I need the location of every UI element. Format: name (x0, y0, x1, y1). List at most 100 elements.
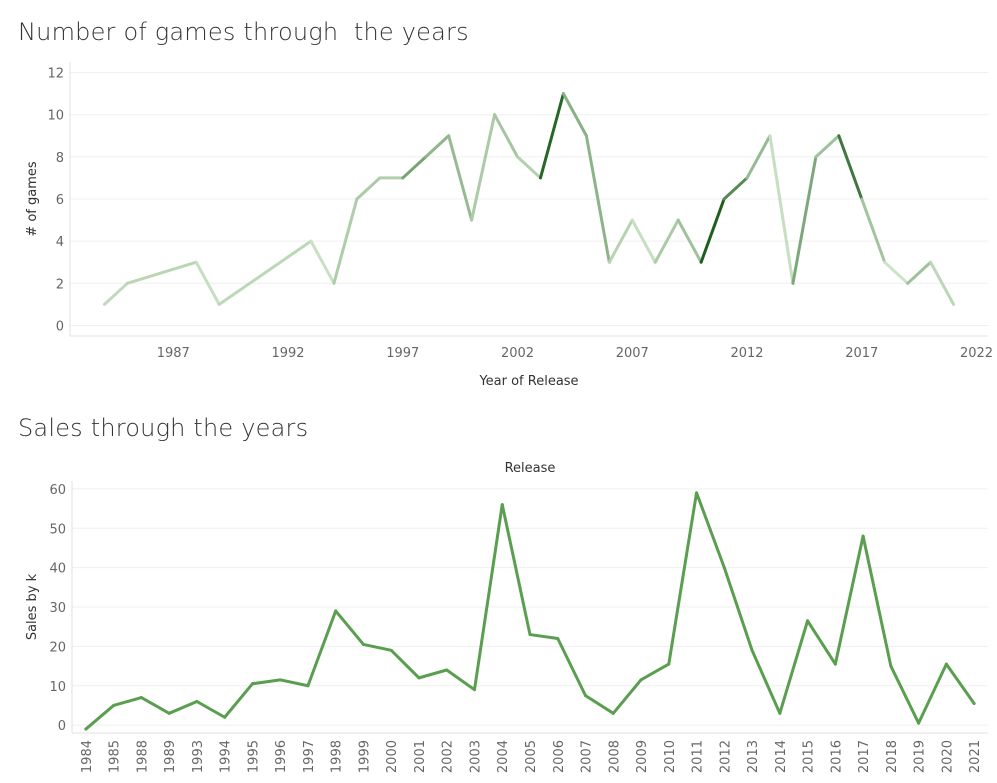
data-point (334, 609, 338, 613)
x-tick-label: 2001 (413, 740, 428, 773)
line-segment (309, 239, 336, 285)
line-segment (906, 260, 933, 285)
data-point (417, 676, 421, 680)
x-tick-label: 2015 (802, 740, 817, 773)
x-tick-label: 2017 (857, 740, 872, 773)
line-segment (332, 197, 359, 285)
line-segment (722, 176, 749, 201)
y-tick-label: 60 (49, 483, 66, 498)
data-point (445, 668, 449, 672)
x-tick-label: 2007 (580, 740, 595, 773)
x-tick-label: 1992 (271, 346, 304, 361)
data-point (667, 662, 671, 666)
data-point (806, 619, 810, 623)
line-segment (538, 92, 565, 180)
x-tick-label: 2004 (496, 740, 511, 773)
data-point (750, 648, 754, 652)
y-tick-label: 40 (49, 562, 66, 577)
data-point (528, 633, 532, 637)
line-segment (584, 134, 611, 264)
x-tick-label: 1995 (246, 740, 261, 773)
line-segment (929, 260, 956, 306)
y-tick-label: 4 (56, 235, 64, 250)
y-tick-label: 30 (49, 601, 66, 616)
line-segment (447, 134, 474, 222)
x-tick-label: 2003 (468, 740, 483, 773)
line-segment (470, 113, 497, 222)
line-segment (493, 113, 520, 159)
x-tick-label: 2020 (940, 740, 955, 773)
x-tick-label: 2014 (774, 740, 789, 773)
data-point (944, 662, 948, 666)
data-point (889, 664, 893, 668)
x-tick-label: 1985 (108, 740, 123, 773)
data-point (584, 694, 588, 698)
x-tick-label: 1998 (330, 740, 345, 773)
data-point (556, 637, 560, 640)
line-segment (791, 155, 818, 285)
x-tick-label: 2000 (385, 740, 400, 773)
y-axis-label: Sales by k (25, 573, 40, 640)
data-point (917, 721, 921, 725)
x-tick-label: 2010 (663, 740, 678, 773)
x-tick-label: 1997 (386, 346, 419, 361)
x-tick-label: 2013 (746, 740, 761, 773)
x-tick-label: 1987 (157, 346, 190, 361)
line-segment (676, 218, 703, 264)
x-tick-label: 1997 (302, 740, 317, 773)
line-segment (745, 134, 772, 180)
data-point (639, 678, 643, 682)
x-tick-label: 1999 (357, 740, 372, 773)
chart-2-title: Sales through the years (18, 414, 309, 442)
line-segment (194, 260, 221, 306)
line-segment (516, 155, 542, 180)
x-tick-label: 1993 (191, 740, 206, 773)
data-point (722, 566, 726, 570)
x-tick-label: 2012 (718, 740, 733, 773)
data-point (139, 696, 143, 700)
x-tick-label: 2017 (845, 346, 878, 361)
data-point (278, 678, 282, 682)
y-tick-label: 0 (58, 719, 66, 734)
column-header: Release (505, 461, 556, 476)
x-tick-label: 2002 (501, 346, 534, 361)
x-tick-label: 1989 (163, 740, 178, 773)
data-point (195, 700, 199, 703)
y-axis-label: # of games (25, 161, 40, 237)
line-segment (607, 218, 634, 264)
x-tick-label: 1996 (274, 740, 289, 773)
x-tick-label: 2009 (635, 740, 650, 773)
x-tick-label: 2007 (616, 346, 649, 361)
y-tick-label: 12 (47, 67, 64, 82)
line-segment (401, 155, 428, 180)
x-tick-label: 1994 (219, 740, 234, 773)
line-segment (883, 260, 910, 285)
y-tick-label: 50 (49, 522, 66, 537)
x-tick-label: 2022 (960, 346, 993, 361)
data-point (611, 711, 615, 715)
x-tick-label: 2021 (968, 740, 983, 773)
chart-1-title: Number of games through the years (18, 18, 469, 46)
data-point (472, 688, 476, 692)
data-point (361, 642, 365, 646)
line-segment (814, 134, 841, 159)
y-tick-label: 8 (56, 151, 64, 166)
y-tick-label: 6 (56, 193, 64, 208)
x-tick-label: 2019 (913, 740, 928, 773)
line-segment (699, 197, 726, 264)
line-segment (860, 197, 887, 264)
data-point (112, 703, 116, 707)
data-point (250, 682, 254, 686)
x-tick-label: 2011 (691, 740, 706, 773)
x-tick-label: 1984 (80, 740, 95, 773)
x-axis-label: Year of Release (478, 374, 578, 389)
x-tick-label: 2016 (829, 740, 844, 773)
data-point (389, 648, 393, 652)
line-segment (355, 176, 382, 201)
x-tick-label: 2005 (524, 740, 539, 773)
line-segment (768, 134, 795, 285)
y-tick-label: 0 (56, 319, 64, 334)
x-tick-label: 2008 (607, 740, 622, 773)
data-point (695, 491, 699, 495)
